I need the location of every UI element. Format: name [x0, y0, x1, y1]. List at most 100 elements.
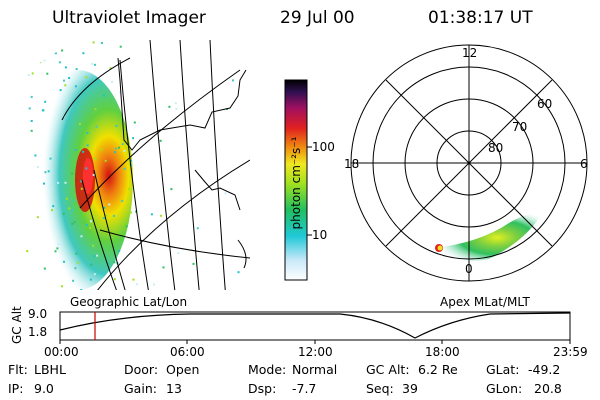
timeline-xtick-1200: 12:00: [298, 345, 333, 359]
noise-speckle: [64, 66, 67, 69]
noise-speckle: [44, 100, 47, 103]
noise-speckle: [153, 283, 155, 286]
noise-speckle: [93, 255, 96, 258]
noise-speckle: [94, 63, 96, 66]
noise-speckle: [100, 42, 103, 44]
noise-speckle: [92, 244, 95, 247]
noise-speckle: [62, 212, 65, 215]
noise-speckle: [174, 102, 177, 105]
timeline-xtick-0000: 00:00: [44, 345, 79, 359]
noise-speckle: [86, 144, 89, 147]
noise-speckle: [80, 180, 83, 183]
dsp-label: Dsp:: [248, 381, 277, 396]
noise-speckle: [43, 267, 46, 270]
noise-speckle: [130, 159, 133, 162]
gc-alt-value: 6.2 Re: [418, 362, 458, 377]
polar-label-6: 6: [580, 157, 588, 171]
noise-speckle: [125, 225, 128, 228]
noise-speckle: [113, 151, 116, 154]
aurora-core: [83, 158, 93, 194]
noise-speckle: [51, 43, 54, 46]
noise-speckle: [109, 67, 112, 70]
glat-label: GLat:: [486, 362, 520, 377]
app-title: Ultraviolet Imager: [52, 8, 206, 28]
noise-speckle: [68, 77, 71, 79]
noise-speckle: [80, 289, 83, 290]
noise-speckle: [34, 154, 37, 157]
glon-label: GLon:: [486, 381, 523, 396]
noise-speckle: [72, 279, 75, 282]
noise-speckle: [47, 170, 50, 173]
noise-speckle: [123, 167, 126, 170]
noise-speckle: [39, 61, 42, 64]
timeline-ymax: 9.0: [28, 307, 48, 321]
noise-speckle: [31, 72, 34, 75]
gc-alt-label: GC Alt:: [366, 362, 410, 377]
polar-label-18: 18: [344, 157, 360, 171]
glat-value: -49.2: [528, 362, 561, 377]
timeline-xtick-0600: 06:00: [170, 345, 205, 359]
seq-value: 39: [402, 381, 418, 396]
polar-label-60: 60: [537, 97, 553, 111]
polar-label-0: 0: [465, 262, 473, 276]
noise-speckle: [61, 285, 63, 288]
noise-speckle: [129, 211, 132, 214]
noise-speckle: [95, 125, 98, 128]
noise-speckle: [74, 85, 77, 88]
noise-speckle: [74, 149, 77, 151]
noise-speckle: [52, 205, 55, 208]
noise-speckle: [121, 199, 124, 202]
noise-speckle: [28, 107, 31, 110]
noise-speckle: [85, 167, 88, 170]
grid-lon-2: [93, 169, 129, 290]
noise-speckle: [82, 150, 85, 153]
colorbar-tick-100: 100: [312, 140, 335, 154]
mode-value: Normal: [292, 362, 338, 377]
noise-speckle: [71, 209, 74, 212]
noise-speckle: [115, 147, 117, 150]
seq-label: Seq:: [366, 381, 394, 396]
grid-lon-5: [179, 39, 201, 290]
noise-speckle: [132, 137, 135, 140]
door-label: Door:: [124, 362, 159, 377]
noise-speckle: [132, 278, 135, 281]
noise-speckle: [85, 223, 88, 226]
noise-speckle: [136, 283, 138, 286]
noise-speckle: [82, 52, 85, 55]
flt-label: Flt:: [8, 362, 28, 377]
noise-speckle: [118, 250, 121, 252]
noise-speckle: [36, 216, 39, 219]
noise-speckle: [92, 41, 95, 44]
grid-lon-3: [119, 59, 151, 290]
noise-speckle: [26, 250, 29, 253]
date-label: 29 Jul 00: [280, 8, 355, 28]
colorbar: [284, 79, 308, 281]
noise-speckle: [93, 273, 96, 276]
grid-small: [237, 239, 247, 269]
gain-value: 13: [166, 381, 182, 396]
noise-speckle: [94, 157, 97, 160]
timeline-plot: [59, 311, 571, 344]
noise-speckle: [92, 173, 95, 176]
noise-speckle: [121, 143, 124, 146]
door-value: Open: [166, 362, 200, 377]
noise-speckle: [64, 84, 67, 87]
coastline: [117, 57, 247, 151]
noise-speckle: [68, 207, 71, 210]
noise-speckle: [123, 149, 126, 152]
noise-speckle: [105, 214, 108, 217]
noise-speckle: [30, 95, 33, 98]
noise-speckle: [89, 220, 92, 223]
noise-speckle: [72, 199, 75, 202]
colorbar-tick-10: 10: [312, 228, 328, 242]
noise-speckle: [89, 227, 91, 229]
noise-speckle: [108, 203, 111, 206]
noise-speckle: [101, 148, 103, 151]
timeline-xtick-2359: 23:59: [553, 345, 588, 359]
polar-plot: [350, 44, 588, 282]
noise-speckle: [133, 121, 136, 124]
noise-speckle: [86, 132, 89, 135]
noise-speckle: [196, 227, 199, 230]
noise-speckles: [26, 41, 240, 290]
